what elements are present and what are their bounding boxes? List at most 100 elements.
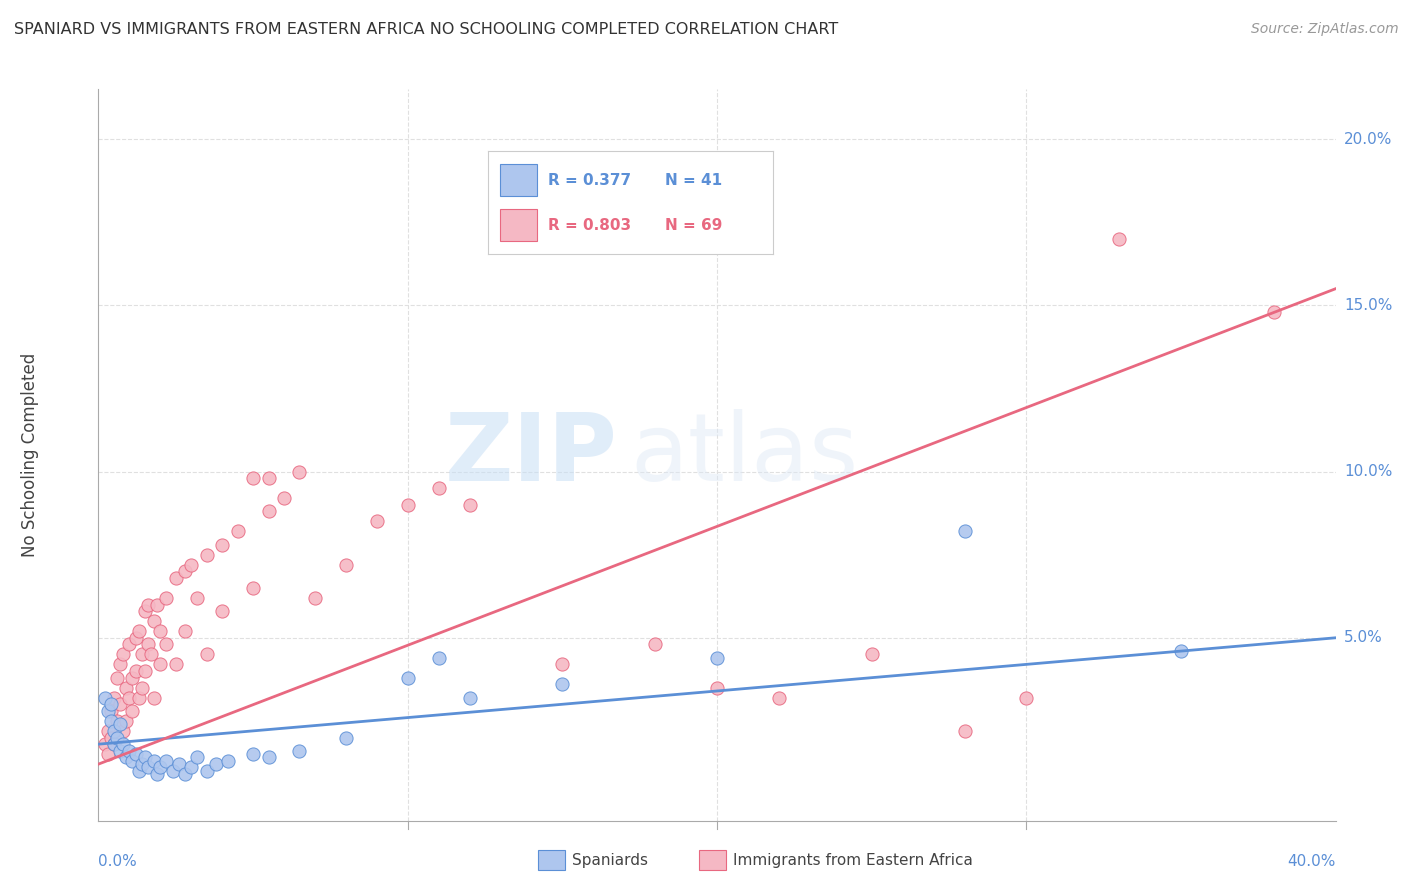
Point <box>458 498 481 512</box>
Point <box>644 637 666 651</box>
Point <box>180 760 202 774</box>
Point <box>131 648 153 662</box>
Point <box>551 657 574 672</box>
Point <box>195 548 218 562</box>
Point <box>112 648 135 662</box>
Point <box>134 604 156 618</box>
Point <box>167 757 190 772</box>
Point <box>1263 305 1285 319</box>
Bar <box>699 850 725 871</box>
Point <box>288 744 311 758</box>
Point <box>105 671 128 685</box>
Point <box>288 465 311 479</box>
Point <box>155 754 177 768</box>
Point <box>242 747 264 761</box>
Point <box>211 538 233 552</box>
Point <box>103 737 125 751</box>
Point <box>1170 644 1192 658</box>
Point <box>205 757 228 772</box>
Text: atlas: atlas <box>630 409 859 501</box>
Point <box>93 690 115 705</box>
Point <box>121 704 143 718</box>
Point <box>112 737 135 751</box>
Point <box>128 764 150 778</box>
Point <box>953 524 976 539</box>
Point <box>335 558 357 572</box>
Point <box>100 731 122 745</box>
Point <box>112 723 135 738</box>
Text: ZIP: ZIP <box>446 409 619 501</box>
Point <box>706 650 728 665</box>
Point <box>211 604 233 618</box>
Point <box>143 754 166 768</box>
Point <box>105 731 128 745</box>
Point <box>136 637 159 651</box>
Point <box>131 681 153 695</box>
Point <box>257 471 280 485</box>
Point <box>180 558 202 572</box>
Point <box>226 524 249 539</box>
Point <box>162 764 184 778</box>
Point <box>1108 232 1130 246</box>
Bar <box>537 850 565 871</box>
Text: Immigrants from Eastern Africa: Immigrants from Eastern Africa <box>733 853 973 868</box>
Point <box>118 744 141 758</box>
Point <box>706 681 728 695</box>
Point <box>165 571 187 585</box>
Point <box>366 515 388 529</box>
Point <box>174 624 197 639</box>
Text: Source: ZipAtlas.com: Source: ZipAtlas.com <box>1251 22 1399 37</box>
Text: 0.0%: 0.0% <box>98 854 138 869</box>
Point <box>953 723 976 738</box>
Point <box>186 591 208 605</box>
Point <box>128 624 150 639</box>
Point <box>257 750 280 764</box>
Point <box>335 731 357 745</box>
Point <box>273 491 295 505</box>
Point <box>165 657 187 672</box>
Point <box>427 481 450 495</box>
Point <box>124 631 146 645</box>
Point <box>149 657 172 672</box>
Point <box>155 591 177 605</box>
Point <box>174 564 197 578</box>
Point <box>186 750 208 764</box>
Point <box>1015 690 1038 705</box>
Point <box>124 747 146 761</box>
Point <box>97 747 120 761</box>
Point <box>136 760 159 774</box>
Text: 40.0%: 40.0% <box>1288 854 1336 869</box>
Point <box>118 690 141 705</box>
Point <box>257 504 280 518</box>
Text: No Schooling Completed: No Schooling Completed <box>21 353 39 557</box>
Point <box>396 498 419 512</box>
Point <box>458 690 481 705</box>
Point <box>195 764 218 778</box>
Point <box>195 648 218 662</box>
Point <box>146 598 169 612</box>
Point <box>115 714 138 728</box>
Point <box>768 690 790 705</box>
Point <box>121 754 143 768</box>
Point <box>97 723 120 738</box>
Point <box>128 690 150 705</box>
Point <box>103 690 125 705</box>
Point <box>103 723 125 738</box>
Point <box>304 591 326 605</box>
Text: 5.0%: 5.0% <box>1344 631 1382 645</box>
Text: 15.0%: 15.0% <box>1344 298 1392 313</box>
Point <box>108 717 131 731</box>
Point <box>134 664 156 678</box>
Point <box>108 744 131 758</box>
Point <box>97 704 120 718</box>
Point <box>149 624 172 639</box>
Point <box>115 750 138 764</box>
Point <box>100 714 122 728</box>
Point <box>242 581 264 595</box>
Text: 10.0%: 10.0% <box>1344 464 1392 479</box>
Point <box>143 690 166 705</box>
Point <box>551 677 574 691</box>
Point <box>242 471 264 485</box>
Point <box>139 648 162 662</box>
Point <box>108 657 131 672</box>
